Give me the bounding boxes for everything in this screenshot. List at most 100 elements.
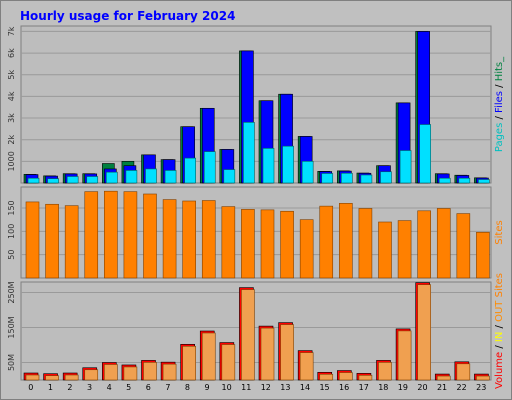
legend-part: /	[494, 113, 505, 123]
bar-sites	[417, 210, 431, 279]
x-tick-label: 22	[457, 383, 467, 392]
bar-volume-out	[417, 284, 431, 381]
bar-pages	[341, 172, 353, 184]
legend-part: IN	[494, 332, 505, 342]
bar-volume-out	[201, 332, 216, 381]
x-tick-label: 2	[67, 383, 72, 392]
x-tick-label: 11	[241, 383, 251, 392]
bar-pages	[478, 179, 490, 184]
x-tick-label: 12	[261, 383, 271, 392]
bar-volume-out	[299, 352, 314, 381]
legend-part: /	[494, 81, 505, 91]
bar-sites	[123, 191, 138, 279]
bar-sites	[64, 205, 79, 279]
bar-sites	[84, 191, 99, 279]
x-tick-label: 16	[339, 383, 349, 392]
bar-volume-out	[221, 344, 236, 381]
bar-volume-out	[436, 375, 451, 381]
x-tick-label: 20	[417, 383, 427, 392]
bar-pages	[86, 176, 99, 184]
bar-sites	[436, 208, 451, 279]
bar-volume-out	[456, 363, 471, 381]
x-tick-label: 10	[222, 383, 232, 392]
bar-sites	[476, 231, 490, 279]
legend-part: _	[494, 56, 505, 63]
bar-pages	[145, 168, 157, 184]
bar-volume-out	[123, 366, 138, 381]
bar-volume-out	[319, 373, 334, 381]
y-tick-label: 3k	[7, 113, 16, 123]
bar-sites	[45, 203, 59, 279]
x-tick-label: 4	[107, 383, 112, 392]
bar-pages	[243, 122, 255, 184]
panel-2: 50M 150M 250M Volume / IN / OUT Sites	[7, 273, 505, 389]
bar-sites	[299, 219, 314, 279]
panel-legend-label: Volume / IN / OUT Sites	[494, 273, 505, 389]
y-tick-label: 50M	[7, 354, 16, 371]
y-tick-label: 150M	[7, 316, 16, 338]
panel-0: 1000 2k 3k 4k 5k 6k 7k Pages / Files / Hits_	[7, 25, 505, 184]
y-tick-label: 1000	[7, 151, 16, 171]
x-tick-label: 15	[319, 383, 329, 392]
panel-legend-label: Pages / Files / Hits_	[494, 56, 505, 152]
bar-volume-out	[84, 369, 99, 381]
bar-sites	[143, 193, 157, 279]
legend-part: Hits	[494, 62, 505, 81]
bar-pages	[27, 177, 40, 184]
bar-sites	[241, 209, 255, 279]
x-tick-label: 1	[48, 383, 53, 392]
legend-part: Files	[494, 91, 505, 113]
y-tick-label: 2k	[7, 134, 16, 144]
bar-pages	[262, 148, 275, 184]
y-tick-label: 50	[7, 250, 16, 260]
bar-volume-out	[162, 363, 177, 381]
bar-sites	[280, 210, 294, 279]
bar-volume-out	[182, 345, 196, 381]
bar-sites	[456, 213, 471, 279]
bar-pages	[399, 150, 412, 184]
bar-pages	[125, 170, 138, 184]
bar-pages	[438, 177, 451, 184]
panel-legend-label: Sites	[494, 220, 505, 244]
bar-pages	[360, 174, 373, 184]
bar-volume-out	[143, 362, 157, 381]
bar-volume-out	[280, 324, 294, 381]
panel-background	[20, 25, 492, 184]
x-tick-label: 7	[165, 383, 170, 392]
bar-volume-out	[241, 289, 255, 381]
x-tick-label: 3	[87, 383, 92, 392]
y-tick-label: 4k	[7, 91, 16, 101]
bar-pages	[223, 169, 236, 184]
legend-part: Volume	[494, 352, 505, 389]
x-tick-label: 8	[185, 383, 190, 392]
bar-volume-out	[397, 330, 412, 381]
legend-part: /	[494, 342, 505, 352]
bar-pages	[321, 173, 334, 184]
bar-pages	[458, 177, 471, 184]
bar-pages	[106, 171, 118, 184]
bar-volume-out	[25, 374, 40, 381]
y-tick-label: 6k	[7, 48, 16, 58]
bar-pages	[66, 176, 79, 184]
bar-sites	[319, 205, 334, 279]
bar-sites	[221, 206, 236, 279]
x-tick-label: 23	[476, 383, 486, 392]
bar-volume-out	[358, 375, 373, 381]
legend-part: Pages	[494, 123, 505, 152]
bar-pages	[380, 171, 392, 184]
bar-sites	[201, 200, 216, 279]
bar-volume-out	[476, 375, 490, 381]
y-tick-label: 100	[7, 224, 16, 239]
bar-volume-out	[104, 364, 118, 381]
bar-pages	[47, 178, 59, 184]
x-tick-label: 13	[280, 383, 290, 392]
legend-part: /	[494, 322, 505, 332]
x-tick-label: 0	[28, 383, 33, 392]
y-tick-label: 5k	[7, 70, 16, 80]
legend-part: OUT	[494, 300, 505, 322]
bar-sites	[358, 208, 373, 279]
y-tick-label: 7k	[7, 26, 16, 36]
legend-part: Sites	[494, 220, 505, 244]
bar-sites	[182, 200, 196, 279]
